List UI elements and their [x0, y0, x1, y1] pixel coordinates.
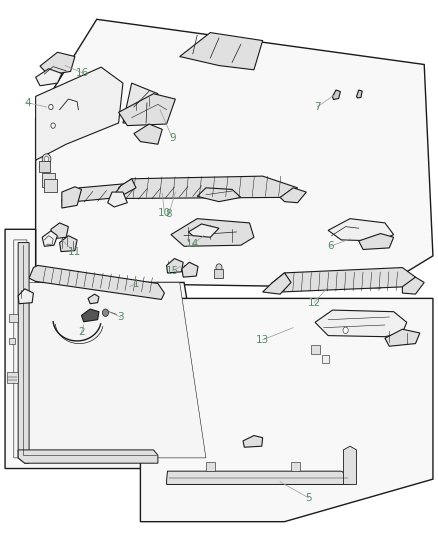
Polygon shape [60, 236, 77, 252]
Polygon shape [166, 259, 183, 273]
Polygon shape [5, 229, 215, 469]
Polygon shape [166, 471, 350, 484]
Text: 5: 5 [305, 492, 312, 503]
Polygon shape [81, 309, 99, 322]
Bar [10, 338, 15, 344]
Polygon shape [18, 243, 29, 463]
Polygon shape [108, 192, 127, 207]
Bar [7, 372, 18, 383]
Polygon shape [141, 298, 433, 522]
Polygon shape [35, 69, 62, 86]
Bar [39, 161, 50, 172]
Circle shape [44, 157, 49, 162]
Polygon shape [385, 329, 420, 346]
Polygon shape [197, 188, 241, 201]
Circle shape [343, 327, 348, 334]
Polygon shape [280, 188, 306, 203]
Text: 6: 6 [327, 241, 334, 251]
Polygon shape [315, 310, 407, 337]
Polygon shape [359, 233, 394, 249]
Polygon shape [18, 289, 33, 304]
Polygon shape [123, 83, 158, 123]
Bar [214, 269, 223, 278]
Bar [206, 462, 215, 471]
Polygon shape [29, 265, 164, 300]
Polygon shape [119, 94, 175, 126]
Polygon shape [35, 19, 433, 288]
Text: 2: 2 [78, 327, 85, 337]
Circle shape [102, 309, 109, 317]
Text: 16: 16 [76, 68, 89, 78]
Polygon shape [332, 90, 340, 100]
Bar [10, 314, 18, 322]
Text: 8: 8 [166, 209, 172, 220]
Polygon shape [343, 446, 357, 484]
Circle shape [51, 123, 55, 128]
Bar [291, 462, 300, 471]
Text: 7: 7 [314, 102, 321, 112]
Polygon shape [180, 33, 263, 70]
Polygon shape [171, 219, 254, 246]
Polygon shape [35, 67, 123, 160]
Text: 4: 4 [25, 98, 31, 108]
Text: 1: 1 [133, 279, 139, 288]
Polygon shape [51, 223, 68, 239]
Polygon shape [403, 277, 424, 294]
Circle shape [49, 104, 53, 110]
Text: 15: 15 [166, 266, 179, 276]
Bar [44, 179, 57, 192]
Polygon shape [62, 187, 81, 208]
Bar [311, 345, 320, 354]
Text: 12: 12 [307, 297, 321, 308]
Text: 13: 13 [256, 335, 269, 345]
Polygon shape [357, 90, 362, 98]
Polygon shape [119, 176, 297, 198]
Polygon shape [14, 240, 206, 458]
Bar [42, 173, 55, 187]
Polygon shape [188, 224, 219, 237]
Polygon shape [182, 262, 198, 277]
Text: 3: 3 [117, 312, 124, 322]
Text: 9: 9 [169, 133, 176, 143]
Polygon shape [272, 268, 416, 292]
Polygon shape [18, 450, 158, 463]
Polygon shape [114, 179, 136, 197]
Circle shape [42, 154, 51, 165]
Polygon shape [328, 219, 394, 241]
Bar [321, 356, 329, 364]
Text: 10: 10 [158, 208, 171, 219]
Polygon shape [42, 231, 57, 246]
Text: 11: 11 [67, 247, 81, 256]
Polygon shape [243, 435, 263, 447]
Circle shape [216, 264, 222, 271]
Polygon shape [134, 124, 162, 144]
Polygon shape [263, 273, 291, 294]
Polygon shape [40, 52, 75, 75]
Polygon shape [62, 177, 219, 207]
Text: 14: 14 [186, 239, 199, 249]
Polygon shape [88, 294, 99, 304]
